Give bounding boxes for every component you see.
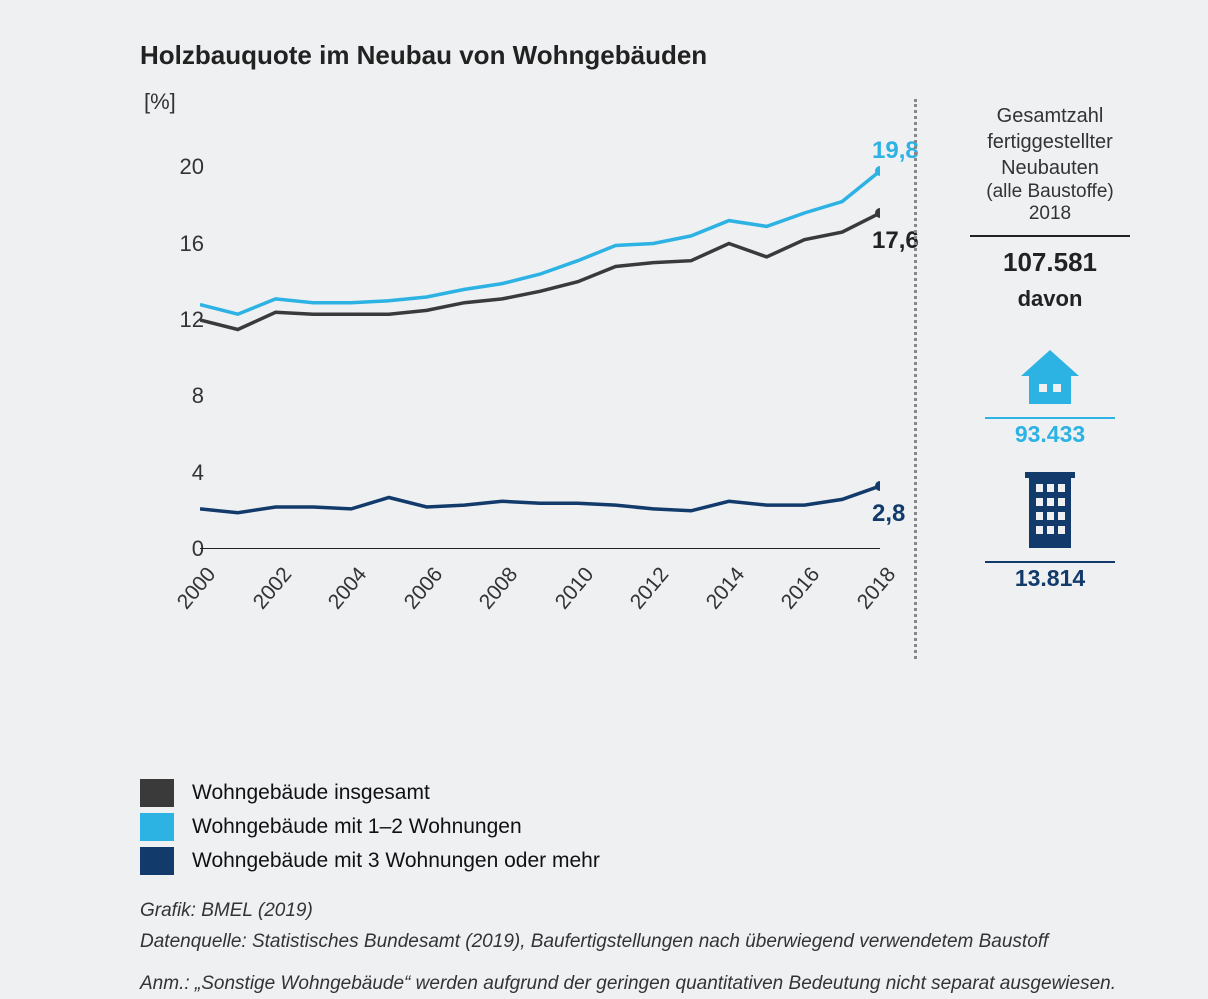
legend-label: Wohngebäude mit 1–2 Wohnungen (192, 815, 522, 839)
sidebar: Gesamtzahl fertiggestellter Neubauten (a… (940, 89, 1160, 649)
note-credit: Grafik: BMEL (2019) (140, 897, 1168, 926)
legend-item: Wohngebäude mit 3 Wohnungen oder mehr (140, 847, 1168, 875)
x-tick-label: 2012 (626, 563, 674, 614)
sidebar-heading-l1: Gesamtzahl (997, 105, 1104, 127)
legend-swatch (140, 779, 174, 807)
house-icon (1017, 348, 1083, 406)
small-buildings-value: 93.433 (940, 421, 1160, 448)
x-tick-label: 2008 (475, 563, 523, 614)
legend-label: Wohngebäude mit 3 Wohnungen oder mehr (192, 849, 600, 873)
legend-swatch (140, 847, 174, 875)
x-tick-label: 2014 (702, 563, 750, 614)
legend-item: Wohngebäude insgesamt (140, 779, 1168, 807)
sidebar-heading-l2: fertiggestellter (987, 131, 1113, 153)
x-tick-label: 2000 (173, 563, 221, 614)
vertical-dots (914, 99, 917, 659)
sidebar-total: 107.581 (940, 247, 1160, 278)
x-tick-label: 2010 (550, 563, 598, 614)
sidebar-heading-l3: Neubauten (1001, 157, 1099, 179)
chart-area: [%] 048121620 20002002200420062008201020… (140, 89, 900, 649)
building-icon (1023, 472, 1077, 550)
building-icon-block: 13.814 (940, 472, 1160, 592)
legend-swatch (140, 813, 174, 841)
figure-container: Holzbauquote im Neubau von Wohngebäuden … (0, 0, 1208, 906)
large-buildings-value: 13.814 (940, 565, 1160, 592)
sidebar-davon: davon (940, 286, 1160, 312)
building-underline (985, 561, 1115, 563)
sidebar-rule (970, 235, 1130, 237)
x-tick-label: 2018 (853, 563, 901, 614)
y-axis-unit: [%] (144, 89, 176, 115)
x-tick-label: 2006 (399, 563, 447, 614)
x-tick-label: 2002 (248, 563, 296, 614)
legend-label: Wohngebäude insgesamt (192, 781, 430, 805)
sidebar-year: 2018 (940, 203, 1160, 225)
source-notes: Grafik: BMEL (2019) Datenquelle: Statist… (140, 897, 1168, 999)
divider (900, 89, 940, 649)
chart-title: Holzbauquote im Neubau von Wohngebäuden (140, 40, 1168, 71)
house-underline (985, 417, 1115, 419)
house-icon-block: 93.433 (940, 348, 1160, 448)
sidebar-heading: Gesamtzahl fertiggestellter Neubauten (940, 103, 1160, 181)
series-total (200, 213, 880, 330)
x-tick-label: 2016 (777, 563, 825, 614)
legend-item: Wohngebäude mit 1–2 Wohnungen (140, 813, 1168, 841)
series-large (200, 486, 880, 513)
series-end-dot-large (875, 481, 880, 491)
line-chart (200, 129, 880, 549)
x-tick-label: 2004 (324, 563, 372, 614)
note-source: Datenquelle: Statistisches Bundesamt (20… (140, 928, 1168, 957)
chart-row: [%] 048121620 20002002200420062008201020… (140, 89, 1168, 649)
note-remark: Anm.: „Sonstige Wohngebäude“ werden aufg… (140, 970, 1168, 999)
sidebar-sub: (alle Baustoffe) (940, 181, 1160, 203)
legend: Wohngebäude insgesamt Wohngebäude mit 1–2… (140, 779, 1168, 875)
